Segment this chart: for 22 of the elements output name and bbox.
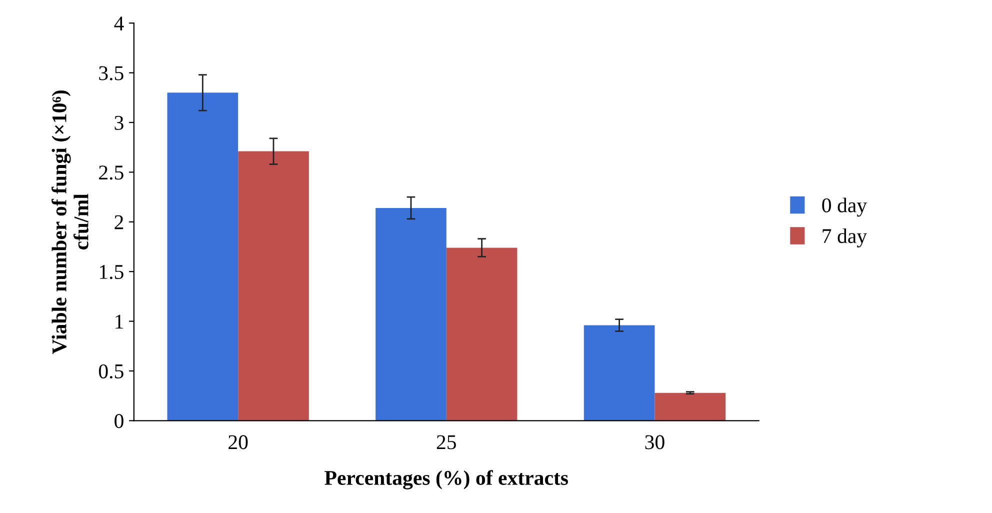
legend-label: 7 day bbox=[822, 228, 868, 248]
bar bbox=[376, 208, 446, 421]
y-tick-label: 2.5 bbox=[99, 166, 124, 180]
x-tick-label: 30 bbox=[645, 435, 664, 450]
y-tick-label: 1.5 bbox=[100, 265, 124, 280]
y-tick-label: 1 bbox=[116, 314, 123, 328]
y-tick-label: 0.5 bbox=[98, 364, 124, 378]
x-tick-label: 20 bbox=[228, 435, 248, 450]
bar bbox=[167, 92, 238, 421]
bar bbox=[654, 392, 726, 421]
y-tick-label: 2 bbox=[114, 215, 124, 230]
legend-label: 0 day bbox=[822, 198, 868, 217]
y-axis-title: Viable number of fungi (×10⁶) cfu/ml bbox=[52, 90, 88, 354]
x-axis-title: Percentages (%) of extracts bbox=[324, 470, 568, 490]
y-tick-label: 4 bbox=[114, 16, 124, 30]
y-tick-label: 3 bbox=[114, 116, 124, 130]
bar bbox=[584, 325, 655, 421]
y-tick-label: 3.5 bbox=[99, 66, 124, 80]
x-tick-label: 25 bbox=[436, 435, 456, 450]
y-tick-label: 0 bbox=[114, 414, 124, 428]
bar bbox=[238, 151, 309, 421]
bar bbox=[446, 248, 518, 421]
